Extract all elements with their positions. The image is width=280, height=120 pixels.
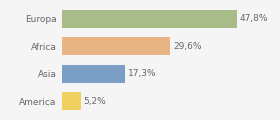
Bar	[62, 10, 237, 28]
Text: 17,3%: 17,3%	[128, 69, 157, 78]
Text: 29,6%: 29,6%	[173, 42, 202, 51]
Bar	[62, 92, 81, 110]
Text: 5,2%: 5,2%	[84, 97, 106, 106]
Bar	[62, 37, 170, 55]
Bar	[62, 65, 125, 83]
Text: 47,8%: 47,8%	[240, 14, 269, 23]
